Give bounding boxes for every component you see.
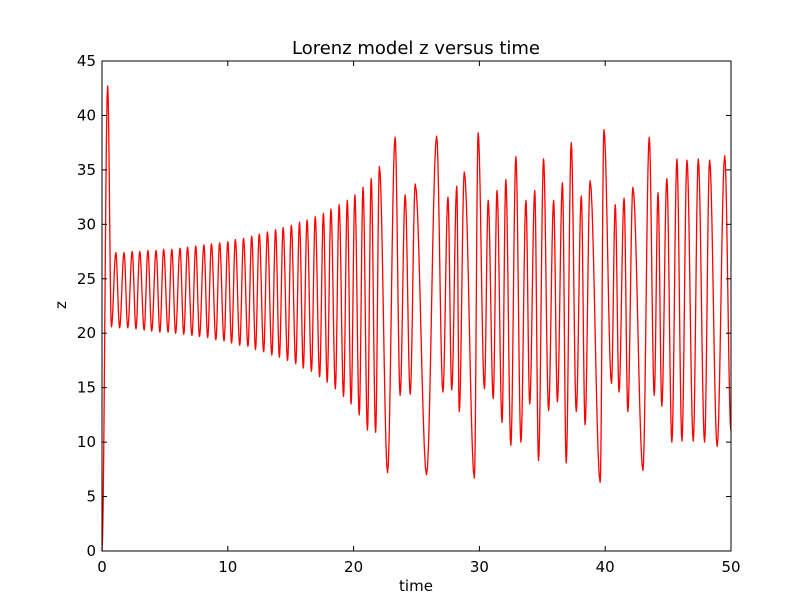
y-tick-label-25: 25 [77, 270, 96, 288]
y-axis-label: z [52, 301, 70, 309]
y-tick-label-0: 0 [86, 542, 96, 560]
x-axis-label: time [399, 577, 433, 595]
y-tick-label-45: 45 [77, 52, 96, 70]
y-tick-label-40: 40 [77, 106, 96, 124]
axes-frame [101, 60, 732, 552]
series-line-0 [101, 85, 732, 552]
y-tick-label-5: 5 [86, 488, 96, 506]
y-tick-label-20: 20 [77, 324, 96, 342]
x-tick-label-0: 0 [97, 558, 107, 576]
y-tick-label-30: 30 [77, 215, 96, 233]
y-tick-label-35: 35 [77, 161, 96, 179]
chart-title: Lorenz model z versus time [292, 38, 540, 59]
x-tick-label-10: 10 [218, 558, 237, 576]
y-tick-label-15: 15 [77, 379, 96, 397]
x-tick-label-30: 30 [470, 558, 489, 576]
y-tick-label-10: 10 [77, 433, 96, 451]
x-tick-label-40: 40 [596, 558, 615, 576]
x-tick-label-50: 50 [721, 558, 740, 576]
plot-area: 0 10 20 30 40 50 0 5 10 15 20 25 30 35 40 45 [77, 52, 741, 576]
x-tick-label-20: 20 [344, 558, 363, 576]
